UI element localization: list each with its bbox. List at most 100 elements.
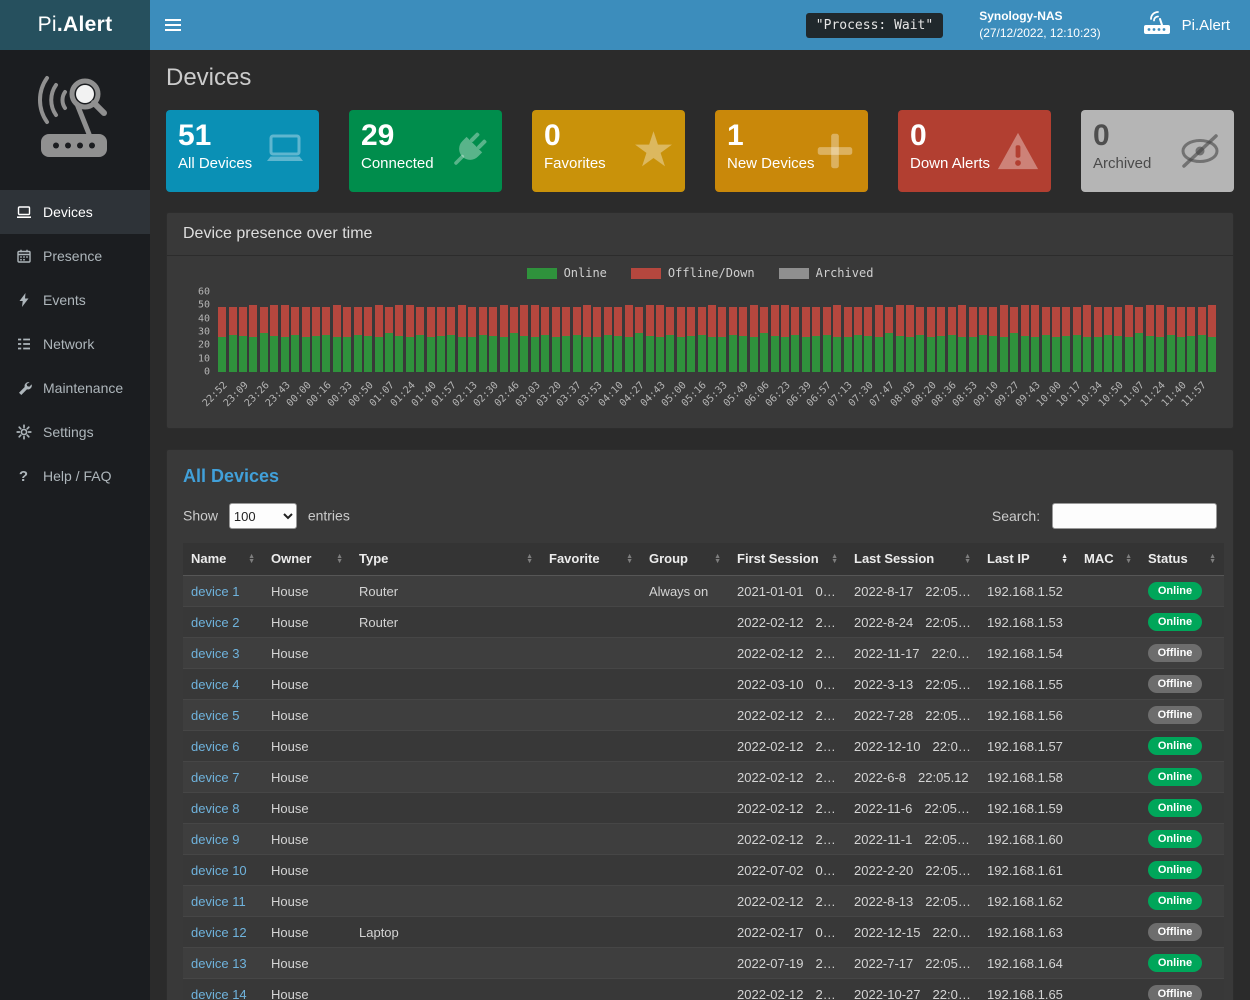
status-badge: Offline: [1148, 706, 1202, 724]
chart-bar: [738, 292, 748, 372]
device-link[interactable]: device 1: [191, 583, 240, 599]
column-header-first-session[interactable]: First Session ▲ ▼: [729, 543, 846, 576]
column-header-favorite[interactable]: Favorite ▲ ▼: [541, 543, 641, 576]
sort-icon: ▲ ▼: [1061, 552, 1068, 565]
cell-first-session: 2022-02-12 22:05: [729, 699, 846, 731]
sort-icon: ▲ ▼: [964, 552, 971, 565]
page-length-select[interactable]: 100: [228, 503, 297, 529]
cell-type: [351, 699, 541, 731]
column-header-group[interactable]: Group ▲ ▼: [641, 543, 729, 576]
legend-label: Online: [563, 266, 607, 280]
card-connected[interactable]: 29 Connected: [349, 110, 502, 192]
card-new-devices[interactable]: 1 New Devices: [715, 110, 868, 192]
device-link[interactable]: device 6: [191, 738, 240, 754]
cell-owner: House: [263, 730, 351, 762]
legend-entry[interactable]: Archived: [778, 266, 873, 280]
chart-bar: [936, 292, 946, 372]
column-header-name[interactable]: Name ▲ ▼: [183, 543, 263, 576]
cell-last-ip: 192.168.1.65: [979, 978, 1076, 1000]
entries-label: entries: [307, 507, 350, 524]
card-label: Down Alerts: [910, 155, 991, 172]
cell-last-session: 2022-2-20 22:05.30: [846, 854, 979, 886]
y-tick-label: 20: [197, 339, 210, 351]
search-input[interactable]: [1052, 503, 1217, 529]
eye-slash-icon: [1176, 127, 1224, 175]
cell-name: device 13: [183, 947, 263, 979]
cell-last-ip: 192.168.1.58: [979, 761, 1076, 793]
column-label: Favorite: [549, 551, 600, 566]
chart-bar: [227, 292, 237, 372]
y-tick-label: 60: [197, 286, 210, 298]
column-header-owner[interactable]: Owner ▲ ▼: [263, 543, 351, 576]
device-link[interactable]: device 4: [191, 676, 240, 692]
sidebar-item-network[interactable]: Network: [0, 322, 150, 366]
device-link[interactable]: device 12: [191, 924, 247, 940]
sidebar-item-help[interactable]: ? Help / FAQ: [0, 454, 150, 498]
card-archived[interactable]: 0 Archived: [1081, 110, 1234, 192]
cell-first-session: 2022-02-12 22:05: [729, 730, 846, 762]
cell-last-ip: 192.168.1.55: [979, 668, 1076, 700]
column-header-status[interactable]: Status ▲ ▼: [1140, 543, 1224, 576]
column-header-last-ip[interactable]: Last IP ▲ ▼: [979, 543, 1076, 576]
device-link[interactable]: device 5: [191, 707, 240, 723]
cell-favorite: [541, 575, 641, 607]
table-row: device 2 House Router 2022-02-12 22:05 2022-8…: [183, 606, 1224, 638]
chart-bar: [1197, 292, 1207, 372]
page-title: Devices: [166, 64, 252, 91]
chart-bar: [978, 292, 988, 372]
chart-bar: [832, 292, 842, 372]
cell-owner: House: [263, 854, 351, 886]
device-link[interactable]: device 11: [191, 893, 246, 909]
sidebar-item-events[interactable]: Events: [0, 278, 150, 322]
brand-text-light: Pi: [37, 13, 57, 36]
chart-bar: [853, 292, 863, 372]
cell-last-session: 2022-11-17 22:05.52: [846, 637, 979, 669]
legend-entry[interactable]: Online: [526, 266, 607, 280]
devices-table-panel: All Devices Show 100 entries Search:: [166, 449, 1234, 1000]
table-row: device 9 House 2022-02-12 22:05 2022-11-1 22:…: [183, 823, 1224, 855]
chart-bar: [1092, 292, 1102, 372]
chart-bar: [571, 292, 581, 372]
device-link[interactable]: device 7: [191, 769, 240, 785]
device-link[interactable]: device 8: [191, 800, 240, 816]
cell-owner: House: [263, 916, 351, 948]
device-link[interactable]: device 13: [191, 955, 247, 971]
cell-favorite: [541, 947, 641, 979]
chart-bar: [342, 292, 352, 372]
chart-bar: [592, 292, 602, 372]
card-down-alerts[interactable]: 0 Down Alerts: [898, 110, 1051, 192]
chart-title: Device presence over time: [167, 213, 1233, 256]
cell-mac: [1076, 575, 1140, 607]
sidebar-item-devices[interactable]: Devices: [0, 190, 150, 234]
column-header-last-session[interactable]: Last Session ▲ ▼: [846, 543, 979, 576]
cell-last-ip: 192.168.1.54: [979, 637, 1076, 669]
device-link[interactable]: device 10: [191, 862, 247, 878]
brand-logo[interactable]: Pi .Alert: [0, 0, 150, 50]
table-row: device 13 House 2022-07-19 23:45 2022-7-17 22…: [183, 947, 1224, 979]
chart-bar: [1207, 292, 1217, 372]
status-badge: Online: [1148, 830, 1202, 848]
cell-owner: House: [263, 668, 351, 700]
card-all-devices[interactable]: 51 All Devices: [166, 110, 319, 192]
table-row: device 6 House 2022-02-12 22:05 2022-12-10 22…: [183, 730, 1224, 762]
legend-entry[interactable]: Offline/Down: [630, 266, 755, 280]
column-header-type[interactable]: Type ▲ ▼: [351, 543, 541, 576]
sidebar-toggle-icon[interactable]: [150, 0, 196, 50]
sort-icon: ▲ ▼: [526, 552, 533, 565]
sidebar-item-maintenance[interactable]: Maintenance: [0, 366, 150, 410]
chart-bar: [352, 292, 362, 372]
sidebar-item-settings[interactable]: Settings: [0, 410, 150, 454]
device-link[interactable]: device 14: [191, 986, 247, 1000]
sidebar-item-label: Devices: [43, 204, 93, 220]
device-link[interactable]: device 2: [191, 614, 240, 630]
column-header-mac[interactable]: MAC ▲ ▼: [1076, 543, 1140, 576]
device-link[interactable]: device 3: [191, 645, 240, 661]
card-favorites[interactable]: 0 Favorites ★: [532, 110, 685, 192]
cell-name: device 12: [183, 916, 263, 948]
cell-mac: [1076, 699, 1140, 731]
device-link[interactable]: device 9: [191, 831, 240, 847]
cell-status: Online: [1140, 792, 1224, 824]
cell-mac: [1076, 916, 1140, 948]
sidebar-item-presence[interactable]: Presence: [0, 234, 150, 278]
column-label: Type: [359, 551, 389, 566]
